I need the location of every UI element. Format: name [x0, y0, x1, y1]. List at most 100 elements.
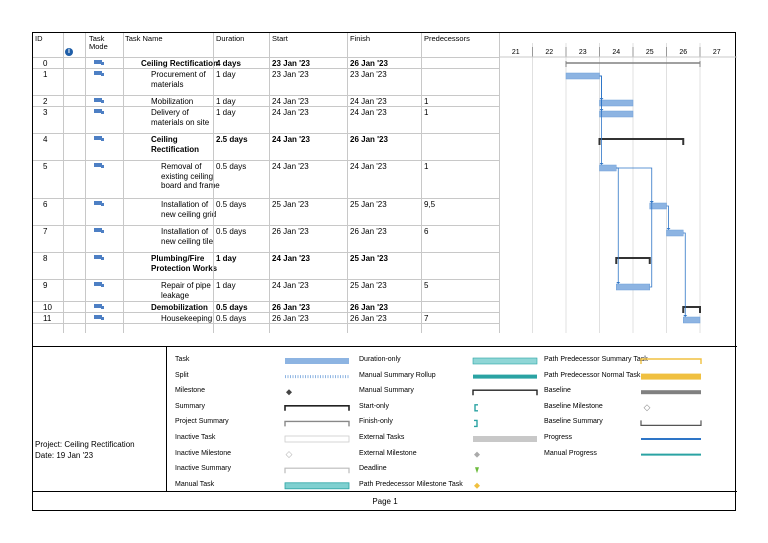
gantt-page: ID Task Mode i Task Name Duration Start … — [32, 32, 737, 513]
legend-label: Path Predecessor Normal Task — [544, 371, 641, 379]
task-predecessors: 7 — [424, 314, 429, 323]
legend-baseline-summary-symbol — [640, 420, 702, 427]
dependency-link — [599, 75, 602, 164]
row-divider — [33, 198, 499, 199]
legend-manual-summary-rollup-symbol — [473, 374, 537, 379]
task-start: 26 Jan '23 — [272, 227, 309, 236]
column-divider — [85, 33, 86, 333]
task-finish: 26 Jan '23 — [350, 227, 387, 236]
legend-label: Deadline — [359, 465, 387, 473]
legend-path-milestone-symbol — [474, 482, 480, 489]
legend-task-symbol — [285, 358, 349, 364]
task-name: Repair of pipe — [161, 281, 211, 290]
legend-label: Path Predecessor Milestone Task — [359, 480, 463, 488]
task-finish: 23 Jan '23 — [350, 70, 387, 79]
task-predecessors: 1 — [424, 162, 429, 171]
row-divider — [33, 252, 499, 253]
legend-label: Progress — [544, 434, 573, 441]
task-duration: 1 day — [216, 254, 237, 263]
task-predecessors: 1 — [424, 97, 429, 106]
legend-manual-task-symbol — [284, 482, 350, 490]
auto-schedule-icon — [94, 98, 104, 103]
task-name: board and frame — [161, 181, 220, 190]
page-footer: Page 1 — [33, 491, 737, 513]
task-name: materials — [151, 79, 184, 89]
task-predecessors: 5 — [424, 281, 429, 290]
task-name: Housekeeping — [161, 314, 213, 323]
dependency-arrow — [666, 228, 671, 230]
header-duration: Duration — [216, 34, 245, 43]
task-finish: 26 Jan '23 — [350, 135, 388, 144]
task-finish: 24 Jan '23 — [350, 108, 387, 117]
legend-project-summary-symbol — [284, 420, 350, 427]
legend-path-summary-symbol — [640, 358, 702, 364]
task-name: Protection Works — [151, 263, 218, 273]
task-duration: 1 day — [216, 281, 236, 290]
row-divider — [33, 225, 499, 226]
task-predecessors: 1 — [424, 108, 429, 117]
legend-deadline-symbol — [475, 467, 479, 474]
task-id: 6 — [43, 200, 48, 209]
header-start: Start — [272, 34, 288, 43]
project-info: Project: Ceiling Rectification Date: 19 … — [35, 439, 135, 461]
task-name: Mobilization — [151, 97, 194, 106]
legend-summary-symbol — [284, 404, 350, 411]
task-start: 26 Jan '23 — [272, 303, 310, 312]
task-name: Plumbing/Fire — [151, 254, 205, 263]
dependency-link — [666, 205, 669, 229]
legend-label: External Milestone — [359, 449, 417, 457]
task-duration: 1 day — [216, 97, 236, 106]
task-name: Delivery of — [151, 108, 189, 117]
task-id: 1 — [43, 70, 48, 79]
task-id: 4 — [43, 135, 48, 144]
column-divider — [213, 33, 214, 333]
task-bar — [616, 283, 650, 291]
column-divider — [269, 33, 270, 333]
auto-schedule-icon — [94, 304, 104, 309]
row-divider — [33, 301, 499, 302]
legend-label: Inactive Task — [175, 434, 216, 441]
header-finish: Finish — [350, 34, 371, 43]
auto-schedule-icon — [94, 315, 104, 320]
auto-schedule-icon — [94, 228, 104, 233]
row-divider — [33, 68, 499, 69]
legend-label: Baseline Summary — [544, 418, 603, 426]
task-start: 24 Jan '23 — [272, 162, 309, 171]
row-divider — [33, 312, 499, 313]
column-divider — [63, 33, 64, 333]
auto-schedule-icon — [94, 163, 104, 168]
task-start: 24 Jan '23 — [272, 135, 310, 144]
auto-schedule-icon — [94, 255, 104, 260]
dependency-arrow — [649, 201, 654, 203]
legend-baseline-milestone-symbol — [643, 404, 651, 412]
row-divider — [33, 57, 499, 58]
legend-inactive-task-symbol — [284, 435, 350, 443]
task-name: Removal of — [161, 162, 202, 171]
legend-inactive-milestone-symbol — [285, 451, 293, 459]
task-bar — [683, 316, 701, 324]
legend-label: Split — [175, 371, 189, 379]
task-finish: 24 Jan '23 — [350, 162, 387, 171]
column-divider — [421, 33, 422, 333]
row-divider — [33, 323, 499, 324]
legend-label: Duration-only — [359, 356, 401, 363]
task-name: materials on site — [151, 117, 210, 127]
column-divider — [499, 33, 500, 333]
task-bar — [599, 164, 617, 172]
task-start: 24 Jan '23 — [272, 254, 310, 263]
row-divider — [33, 95, 499, 96]
task-name: Demobilization — [151, 303, 208, 312]
row-divider — [33, 279, 499, 280]
header-task-name: Task Name — [125, 34, 163, 43]
day-label: 25 — [646, 49, 654, 56]
legend-label: Baseline Milestone — [544, 402, 603, 410]
legend-external-tasks-symbol — [473, 436, 537, 442]
auto-schedule-icon — [94, 60, 104, 65]
task-table: ID Task Mode i Task Name Duration Start … — [33, 33, 737, 333]
legend-divider — [166, 347, 167, 491]
legend-label: Finish-only — [359, 418, 393, 426]
task-name: Ceiling — [151, 135, 178, 144]
task-name: new ceiling grid — [161, 209, 217, 219]
task-id: 10 — [43, 303, 52, 312]
legend-manual-summary-symbol — [472, 389, 538, 396]
